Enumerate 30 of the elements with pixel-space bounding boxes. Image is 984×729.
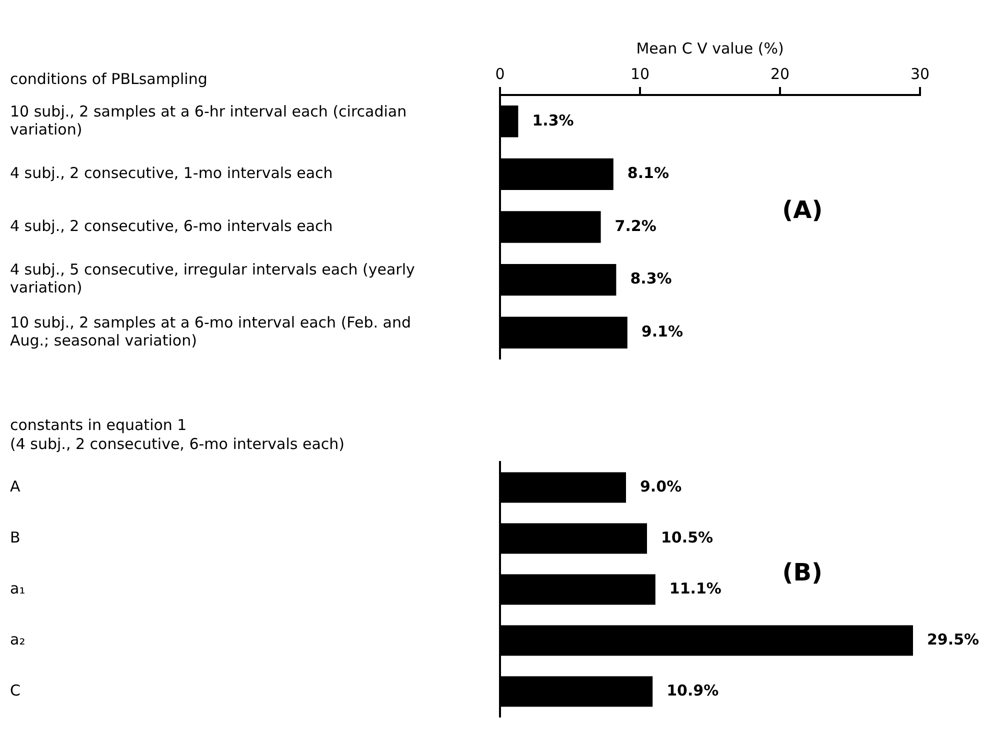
data-label: 11.1% bbox=[669, 579, 722, 598]
text: constants in equation 1 bbox=[10, 416, 187, 434]
text: (4 subj., 2 consecutive, 6-mo intervals each) bbox=[10, 435, 345, 453]
y-tick-label: A bbox=[10, 477, 21, 496]
y-tick-label: 10 subj., 2 samples at a 6-hr interval each (circadian variation) bbox=[10, 102, 407, 138]
data-label: 9.0% bbox=[640, 477, 682, 496]
y-tick-label: 10 subj., 2 samples at a 6-mo interval each (Feb. and Aug.; seasonal variation) bbox=[10, 313, 411, 350]
data-label: 10.5% bbox=[661, 528, 714, 546]
y-tick-label: a₂ bbox=[10, 630, 26, 648]
x-tick-label: 20 bbox=[770, 64, 790, 83]
data-label: 7.2% bbox=[614, 216, 656, 235]
x-tick-label: 0 bbox=[495, 64, 505, 83]
x-tick-label: 30 bbox=[910, 64, 930, 83]
y-tick-label: a₁ bbox=[10, 579, 26, 598]
text: conditions of PBLsampling bbox=[10, 70, 208, 88]
data-label: 1.3% bbox=[532, 111, 574, 130]
data-label: 29.5% bbox=[927, 630, 980, 648]
x-tick-label: 10 bbox=[630, 64, 650, 83]
y-tick-label: C bbox=[10, 681, 20, 700]
x-axis-title: Mean C V value (%) bbox=[636, 39, 784, 58]
data-label: 9.1% bbox=[641, 322, 684, 340]
annotation: (A) bbox=[782, 196, 823, 224]
y-tick-label: 4 subj., 5 consecutive, irregular intervals each (yearly variation) bbox=[10, 260, 416, 297]
y-tick-label: B bbox=[10, 528, 20, 546]
data-label: 8.3% bbox=[630, 270, 672, 288]
annotation: (B) bbox=[782, 558, 823, 587]
data-label: 10.9% bbox=[666, 681, 719, 700]
y-tick-label: 4 subj., 2 consecutive, 1-mo intervals each bbox=[10, 164, 333, 182]
y-tick-label: 4 subj., 2 consecutive, 6-mo intervals each bbox=[10, 216, 333, 235]
data-label: 8.1% bbox=[627, 164, 670, 182]
